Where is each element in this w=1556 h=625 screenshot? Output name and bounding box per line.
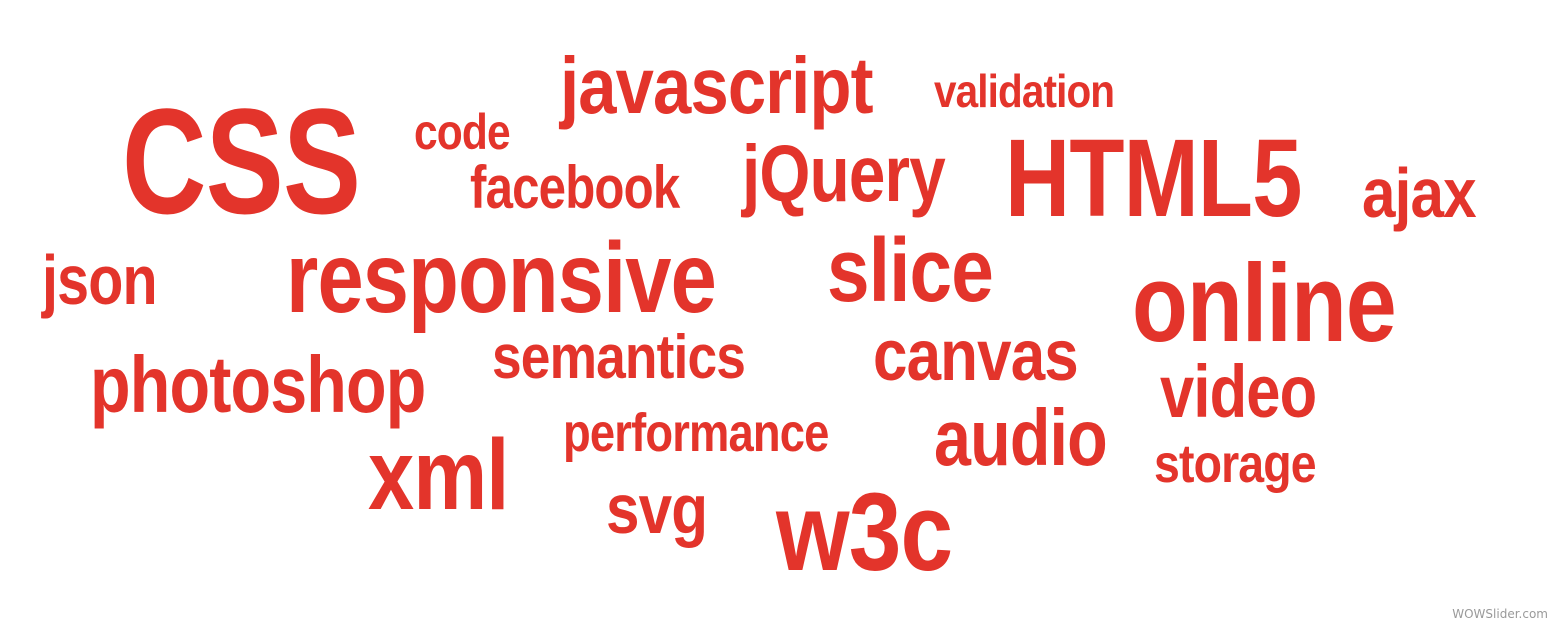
- word-canvas: canvas: [873, 316, 1079, 396]
- word-ajax: ajax: [1362, 154, 1477, 232]
- word-facebook: facebook: [470, 154, 680, 221]
- word-online: online: [1132, 242, 1397, 365]
- word-semantics: semantics: [492, 323, 746, 392]
- word-html5: HTML5: [1005, 117, 1302, 240]
- word-responsive: responsive: [286, 222, 717, 334]
- word-slice: slice: [827, 221, 994, 321]
- word-w3c: w3c: [776, 471, 953, 594]
- word-code: code: [414, 104, 511, 160]
- word-validation: validation: [934, 65, 1115, 117]
- word-javascript: javascript: [560, 41, 874, 130]
- word-storage: storage: [1154, 434, 1317, 494]
- word-jquery: jQuery: [742, 129, 946, 218]
- word-json: json: [42, 241, 158, 319]
- watermark: WOWSlider.com: [1452, 607, 1548, 621]
- word-xml: xml: [368, 419, 509, 531]
- word-audio: audio: [934, 393, 1108, 482]
- word-video: video: [1160, 350, 1317, 433]
- word-performance: performance: [563, 403, 829, 463]
- word-photoshop: photoshop: [90, 340, 426, 429]
- word-css: CSS: [122, 77, 361, 245]
- word-svg: svg: [606, 470, 708, 548]
